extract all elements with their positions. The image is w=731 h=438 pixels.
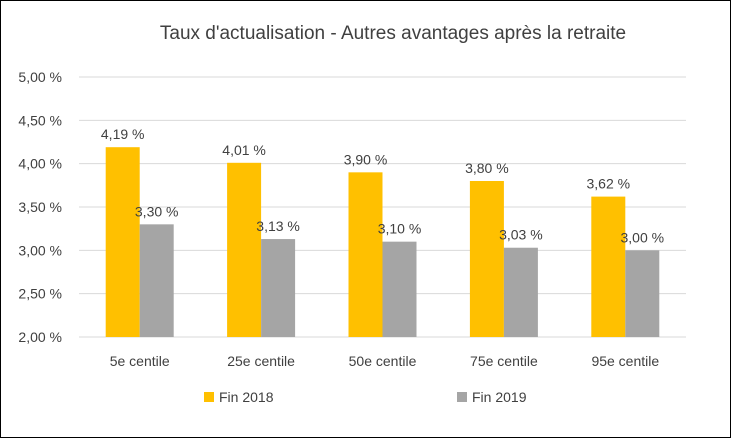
- y-axis-ticks: 2,00 % 2,50 % 3,00 % 3,50 % 4,00 % 4,50 % 5,00…: [18, 69, 62, 345]
- data-labels: 4,19 % 3,30 % 4,01 % 3,13 % 3,90 % 3,10 % 3,80…: [101, 126, 664, 245]
- bar-fin-2019: [139, 224, 174, 337]
- y-tick-label: 2,00 %: [18, 329, 62, 345]
- data-label: 3,13 %: [256, 218, 300, 234]
- legend-swatch: [204, 392, 214, 402]
- bar-fin-2019: [625, 250, 660, 337]
- legend-swatch: [457, 392, 467, 402]
- y-tick-label: 4,50 %: [18, 112, 62, 128]
- bar-fin-2019: [503, 247, 538, 337]
- y-tick-label: 3,00 %: [18, 242, 62, 258]
- x-axis-ticks: 5e centile 25e centile 50e centile 75e cent…: [110, 353, 660, 369]
- y-tick-label: 5,00 %: [18, 69, 62, 85]
- bar-fin-2019: [382, 241, 417, 337]
- data-label: 4,01 %: [222, 142, 266, 158]
- bar-fin-2019: [261, 239, 296, 337]
- bar-fin-2018: [227, 162, 262, 337]
- x-tick-label: 75e centile: [470, 353, 538, 369]
- data-label: 4,19 %: [101, 126, 145, 142]
- x-tick-label: 5e centile: [110, 353, 170, 369]
- y-tick-label: 3,50 %: [18, 199, 62, 215]
- data-label: 3,03 %: [499, 227, 543, 243]
- legend: Fin 2018 Fin 2019: [204, 389, 527, 405]
- data-label: 3,62 %: [587, 176, 631, 192]
- data-label: 3,00 %: [621, 229, 665, 245]
- y-tick-label: 2,50 %: [18, 286, 62, 302]
- data-label: 3,30 %: [135, 203, 179, 219]
- chart-title: Taux d'actualisation - Autres avantages …: [160, 23, 626, 44]
- data-label: 3,80 %: [465, 160, 509, 176]
- bar-fin-2018: [469, 181, 504, 337]
- x-tick-label: 95e centile: [591, 353, 659, 369]
- bar-fin-2018: [591, 196, 626, 337]
- y-tick-label: 4,00 %: [18, 156, 62, 172]
- x-tick-label: 50e centile: [349, 353, 417, 369]
- legend-label: Fin 2018: [219, 389, 274, 405]
- bar-fin-2018: [105, 147, 140, 337]
- data-label: 3,10 %: [378, 221, 422, 237]
- legend-label: Fin 2019: [472, 389, 527, 405]
- data-label: 3,90 %: [344, 151, 388, 167]
- bars: [105, 147, 660, 337]
- x-tick-label: 25e centile: [227, 353, 295, 369]
- bar-fin-2018: [348, 172, 383, 337]
